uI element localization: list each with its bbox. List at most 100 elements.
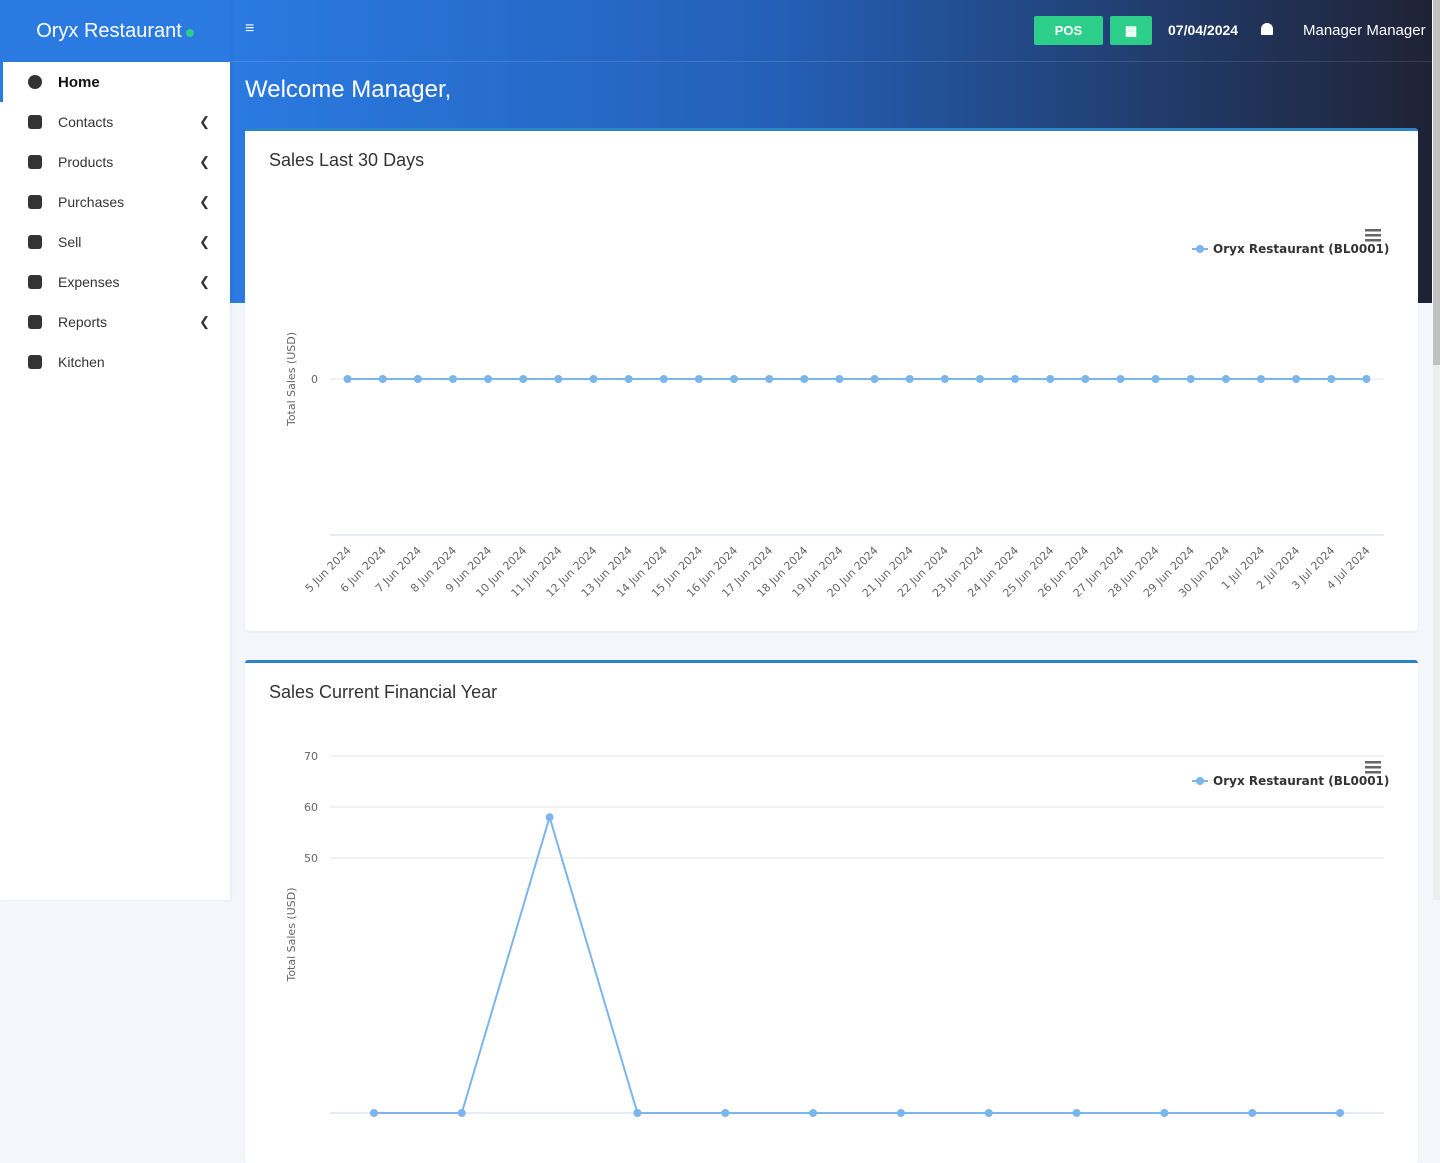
chevron: ❮ — [199, 114, 210, 129]
chevron: ❮ — [199, 314, 210, 329]
nav-icon — [28, 315, 42, 329]
sidebar: Oryx Restaurant Home Contacts ❮ Products ❮ Pu… — [0, 0, 230, 900]
data-point — [1362, 375, 1371, 383]
data-point — [519, 375, 528, 383]
data-point — [378, 375, 387, 383]
data-point — [940, 375, 949, 383]
data-point — [721, 1109, 730, 1117]
brand[interactable]: Oryx Restaurant — [0, 0, 230, 62]
chart-menu — [1365, 766, 1381, 769]
y-tick-label: 60 — [304, 801, 318, 814]
pos-label[interactable]: POS — [1054, 23, 1083, 38]
nav-item[interactable]: Sell ❮ — [0, 222, 230, 262]
nav-label[interactable]: Sell — [58, 234, 82, 250]
y-tick-label: 0 — [311, 373, 318, 386]
notifications[interactable] — [1261, 23, 1273, 35]
chevron: ❮ — [199, 154, 210, 169]
data-point — [730, 375, 739, 383]
data-point — [984, 1109, 993, 1117]
nav-icon — [28, 75, 42, 89]
nav-label[interactable]: Purchases — [58, 194, 125, 210]
chart-menu — [1365, 771, 1381, 774]
data-point — [343, 375, 352, 383]
data-point — [448, 375, 457, 383]
chevron: ❮ — [199, 194, 210, 209]
chart-menu — [1365, 761, 1381, 764]
nav-icon — [28, 355, 42, 369]
nav-item[interactable]: Contacts ❮ — [0, 102, 230, 142]
cash-button[interactable]: ▩ — [1110, 16, 1152, 45]
date: 07/04/2024 — [1168, 22, 1239, 38]
data-point — [545, 813, 554, 822]
chart-title: Sales Current Financial Year — [269, 682, 498, 702]
chevron: ❮ — [199, 234, 210, 249]
data-point — [1257, 375, 1266, 383]
nav-item[interactable]: Home — [0, 62, 230, 102]
y-tick-label: 50 — [304, 852, 318, 865]
data-point — [369, 1109, 378, 1117]
legend-label: Oryx Restaurant (BL0001) — [1213, 774, 1389, 788]
data-point — [975, 375, 984, 383]
data-point — [1221, 375, 1230, 383]
nav-icon — [28, 235, 42, 249]
nav-item[interactable]: Reports ❮ — [0, 302, 230, 342]
data-point — [694, 375, 703, 383]
data-point — [896, 1109, 905, 1117]
data-point — [633, 1109, 642, 1117]
status-dot — [185, 29, 194, 37]
chart-card: 0 Total Sales (USD) 5 Jun 2024 6 Jun 2024 7 … — [245, 128, 1418, 631]
welcome: Welcome Manager, — [245, 76, 452, 103]
data-point — [413, 375, 422, 383]
legend-label: Oryx Restaurant (BL0001) — [1213, 242, 1389, 256]
data-point — [1011, 375, 1020, 383]
data-point — [1116, 375, 1125, 383]
nav-label[interactable]: Reports — [58, 314, 108, 330]
chart-card: 50 60 70 Total Sales (USD) Oryx Restaurant (… — [245, 660, 1418, 1163]
data-point — [1292, 375, 1301, 383]
data-point — [484, 375, 493, 383]
y-axis-title: Total Sales (USD) — [285, 332, 298, 427]
chevron: ❮ — [199, 274, 210, 289]
nav-label[interactable]: Products — [58, 154, 114, 170]
scroll-thumb[interactable] — [1433, 0, 1440, 365]
nav-label[interactable]: Home — [58, 73, 100, 91]
chart: 50 60 70 Total Sales (USD) Oryx Restaurant (… — [285, 750, 1389, 1117]
data-point — [1336, 1109, 1345, 1117]
nav-item[interactable]: Expenses ❮ — [0, 262, 230, 302]
nav-icon — [28, 195, 42, 209]
menu-toggle[interactable]: ≡ — [245, 20, 255, 37]
chart-menu — [1365, 234, 1381, 237]
data-point — [624, 375, 633, 383]
nav-item[interactable]: Kitchen — [0, 342, 230, 382]
nav-icon — [28, 275, 42, 289]
data-point — [1046, 375, 1055, 383]
nav-label[interactable]: Kitchen — [58, 354, 105, 370]
y-axis-title: Total Sales (USD) — [285, 887, 298, 982]
nav-item[interactable]: Purchases ❮ — [0, 182, 230, 222]
data-point — [800, 375, 809, 383]
chart-menu — [1365, 239, 1381, 242]
nav-label[interactable]: Contacts — [58, 114, 114, 130]
y-tick-label: 70 — [304, 750, 318, 763]
data-point — [905, 375, 914, 383]
data-point — [589, 375, 598, 383]
nav-icon — [28, 115, 42, 129]
data-point — [1186, 375, 1195, 383]
data-point — [870, 375, 879, 383]
nav: Home Contacts ❮ Products ❮ Purchases ❮ Sell ❮ Exp… — [0, 62, 230, 382]
data-point — [554, 375, 563, 383]
user-menu[interactable]: Manager Manager — [1303, 22, 1426, 39]
top-bar: ≡ POS ▩ 07/04/2024 Manager Manager — [230, 0, 1432, 62]
nav-item[interactable]: Products ❮ — [0, 142, 230, 182]
legend-symbol — [1196, 245, 1204, 253]
nav-icon — [28, 155, 42, 169]
brand-name[interactable]: Oryx Restaurant — [36, 20, 182, 42]
scrollbar[interactable] — [1433, 0, 1440, 900]
nav-label[interactable]: Expenses — [58, 274, 120, 290]
pos-button[interactable]: POS — [1034, 16, 1103, 45]
series-line — [373, 813, 1341, 1114]
data-point — [1160, 1109, 1169, 1117]
data-point — [659, 375, 668, 383]
